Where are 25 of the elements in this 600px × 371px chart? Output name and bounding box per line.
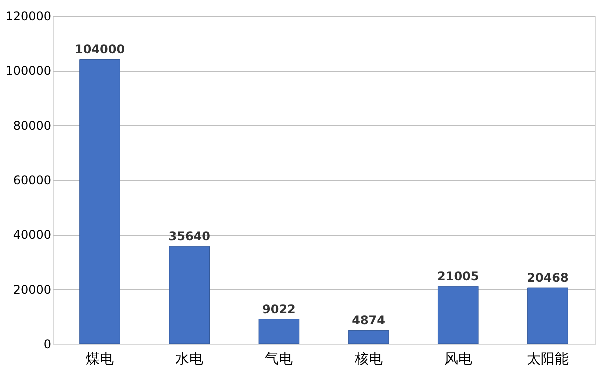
x-tick-label: 水电 bbox=[176, 352, 204, 368]
bar bbox=[169, 246, 210, 344]
data-label: 35640 bbox=[168, 230, 210, 244]
y-tick-label: 100000 bbox=[6, 64, 52, 78]
y-tick-label: 20000 bbox=[13, 282, 52, 297]
data-label: 104000 bbox=[74, 42, 126, 57]
bar bbox=[258, 319, 300, 344]
data-label: 4874 bbox=[352, 314, 386, 328]
x-tick-label: 核电 bbox=[354, 352, 383, 368]
y-tick-label: 80000 bbox=[13, 118, 52, 133]
data-label: 20468 bbox=[527, 271, 569, 286]
data-label: 9022 bbox=[262, 302, 296, 316]
bar bbox=[348, 330, 390, 344]
y-tick-label: 120000 bbox=[6, 10, 52, 24]
bar bbox=[528, 288, 568, 344]
y-tick-label: 60000 bbox=[13, 174, 52, 188]
data-label: 21005 bbox=[438, 270, 480, 284]
bar bbox=[80, 59, 120, 344]
y-tick-label: 40000 bbox=[13, 228, 52, 242]
x-tick-label: 风电 bbox=[444, 352, 472, 368]
bar bbox=[438, 286, 479, 344]
x-tick-label: 太阳能 bbox=[526, 352, 569, 368]
x-tick-label: 煤电 bbox=[86, 352, 114, 368]
y-tick-label: 0 bbox=[44, 338, 52, 352]
x-tick-label: 气电 bbox=[265, 352, 294, 368]
